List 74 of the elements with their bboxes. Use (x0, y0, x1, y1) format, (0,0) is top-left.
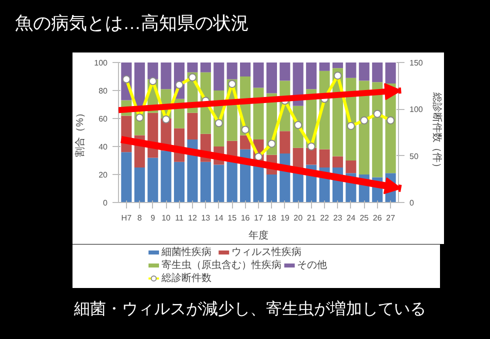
bar (253, 166, 264, 202)
bar (332, 62, 344, 68)
x-tick-label: 15 (228, 214, 238, 222)
y2-tick-label: 50 (410, 152, 419, 161)
y-tick-label: 20 (98, 170, 108, 180)
bar (200, 162, 211, 202)
bar (214, 164, 224, 202)
x-tick-label: 23 (333, 214, 343, 222)
bar (292, 172, 304, 202)
bar (174, 162, 185, 202)
x-tick-label: 9 (150, 214, 156, 222)
x-tick-label: 22 (320, 214, 330, 222)
x-axis-title: 年度 (248, 230, 268, 242)
y2-tick-label: 0 (410, 198, 414, 208)
bar (358, 62, 370, 81)
x-tick-label: 16 (240, 214, 250, 222)
y2-axis-title: 総診断件数（件） (430, 92, 443, 172)
y2-tick-label: 150 (410, 58, 424, 68)
chart-title: 魚の病気とは…高知県の状況 (15, 12, 249, 35)
legend-label: 寄生虫（原虫含む）性疾病 (161, 259, 282, 271)
legend-label: 総診断件数 (160, 272, 212, 284)
x-tick-label: 19 (280, 214, 290, 222)
bar (346, 62, 356, 78)
bar (240, 62, 251, 76)
x-tick-label: 24 (346, 214, 356, 222)
bar (332, 156, 344, 168)
bar (266, 174, 277, 202)
bar (214, 62, 224, 90)
bar (226, 62, 238, 80)
bar (187, 62, 198, 72)
bar (134, 168, 145, 202)
bar (319, 62, 330, 71)
x-tick-label: H7 (121, 214, 132, 222)
bar (372, 62, 383, 82)
x-tick-label: 17 (254, 214, 264, 222)
x-tick-label: 20 (294, 214, 304, 222)
legend-label: 細菌性疾病 (160, 246, 212, 258)
y-tick-label: 0 (103, 198, 108, 208)
bar (306, 62, 317, 90)
bar (148, 158, 158, 202)
x-tick-label: 27 (386, 214, 396, 222)
x-tick-label: 14 (214, 214, 224, 222)
legend-label: ウィルス性疾病 (231, 246, 302, 258)
bar (266, 62, 277, 94)
x-tick-label: 26 (372, 214, 382, 222)
y2-tick-label: 100 (410, 105, 424, 114)
bar (226, 162, 238, 202)
legend-label: その他 (297, 259, 327, 271)
y-tick-label: 60 (98, 114, 108, 124)
bar (160, 62, 172, 90)
bar (346, 160, 356, 174)
x-tick-label: 18 (267, 214, 277, 222)
x-tick-label: 25 (360, 214, 370, 222)
x-tick-label: 11 (175, 214, 184, 222)
bar (187, 112, 198, 140)
bar (148, 62, 158, 80)
y-tick-label: 80 (98, 86, 108, 96)
bar (319, 149, 330, 168)
bar (200, 62, 211, 72)
x-tick-label: 10 (162, 214, 172, 222)
y-tick-label: 40 (98, 142, 108, 152)
bar (306, 148, 317, 165)
x-tick-label: 21 (306, 214, 316, 222)
x-tick-label: 8 (137, 214, 142, 222)
bar (160, 150, 172, 202)
bar (253, 62, 264, 88)
bar (280, 131, 290, 154)
bar (280, 62, 290, 81)
y-tick-label: 100 (94, 58, 108, 68)
x-tick-label: 12 (188, 214, 198, 222)
text: 細菌・ウィルスが減少し、寄生虫が増加している (74, 299, 426, 320)
y-axis-title: 割合（%） (74, 108, 86, 157)
bar (121, 152, 132, 202)
x-tick-label: 13 (201, 214, 211, 222)
